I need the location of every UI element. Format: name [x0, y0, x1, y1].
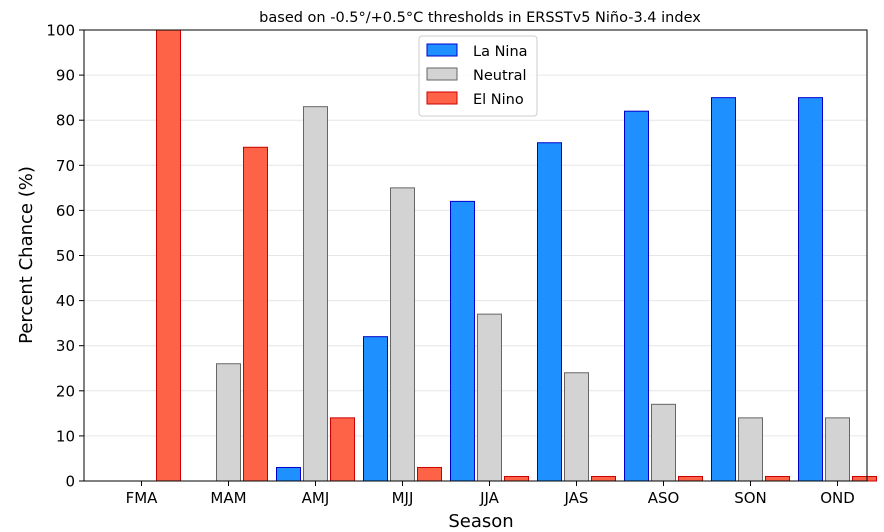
- bar-el-nino-son: [765, 475, 790, 482]
- legend-swatch-neutral: [426, 67, 458, 81]
- legend-label: La Nina: [473, 44, 528, 60]
- y-tick-label: 70: [56, 157, 75, 175]
- bar-el-nino-mam: [243, 146, 268, 482]
- y-tick-label: 30: [56, 337, 75, 355]
- bar-el-nino-amj: [330, 417, 355, 482]
- x-tick-label: JAS: [564, 489, 589, 507]
- bar-neutral-aso: [651, 403, 676, 482]
- bar-neutral-ond: [825, 417, 850, 482]
- x-axis-label: Season: [448, 511, 513, 532]
- bar-la-nina-jas: [537, 142, 562, 482]
- y-tick-label: 80: [56, 112, 75, 130]
- bar-el-nino-jja: [504, 475, 529, 482]
- y-tick-label: 60: [56, 202, 75, 220]
- bar-el-nino-aso: [678, 475, 703, 482]
- x-tick-label: JJA: [479, 489, 500, 507]
- x-tick-label: ASO: [648, 489, 680, 507]
- legend-label: El Nino: [473, 92, 524, 108]
- y-tick-label: 40: [56, 292, 75, 310]
- legend: La Nina Neutral El Nino: [418, 35, 538, 117]
- legend-label: Neutral: [473, 68, 527, 84]
- bar-la-nina-son: [711, 97, 736, 482]
- bar-el-nino-mjj: [417, 466, 442, 482]
- grid-lines: [84, 74, 867, 437]
- x-tick-label: MAM: [210, 489, 246, 507]
- chart-title: based on -0.5°/+0.5°C thresholds in ERSS…: [259, 10, 701, 26]
- y-tick-label: 20: [56, 382, 75, 400]
- bar-la-nina-mjj: [363, 336, 388, 482]
- y-tick-label: 100: [46, 22, 75, 40]
- y-tick-label: 10: [56, 427, 75, 445]
- bar-neutral-jas: [564, 372, 589, 482]
- bar-neutral-jja: [477, 313, 502, 482]
- y-tick-label: 50: [56, 247, 75, 265]
- x-tick-label: SON: [734, 489, 767, 507]
- bar-el-nino-jas: [591, 475, 616, 482]
- bar-la-nina-amj: [276, 466, 301, 482]
- bar-la-nina-jja: [450, 200, 475, 482]
- x-tick-label: MJJ: [392, 489, 414, 507]
- bar-neutral-amj: [303, 106, 328, 482]
- legend-swatch-la-nina: [426, 43, 458, 57]
- bar-neutral-son: [738, 417, 763, 482]
- x-tick-label: FMA: [126, 489, 159, 507]
- bar-la-nina-ond: [798, 97, 823, 482]
- x-tick-label: AMJ: [302, 489, 330, 507]
- legend-swatch-el-nino: [426, 91, 458, 105]
- bar-el-nino-ond: [852, 475, 877, 482]
- x-tick-label: OND: [820, 489, 855, 507]
- x-axis: FMA MAM AMJ MJJ JJA JAS ASO SON OND: [126, 481, 855, 507]
- bars: [156, 29, 877, 482]
- y-axis-label: Percent Chance (%): [16, 166, 37, 344]
- y-tick-label: 90: [56, 67, 75, 85]
- bar-el-nino-fma: [156, 29, 181, 482]
- y-axis: 0 10 20 30 40 50 60 70 80 90 100: [46, 22, 84, 491]
- y-tick-label: 0: [65, 473, 75, 491]
- bar-neutral-mam: [216, 363, 241, 482]
- bar-neutral-mjj: [390, 187, 415, 482]
- bar-la-nina-aso: [624, 110, 649, 482]
